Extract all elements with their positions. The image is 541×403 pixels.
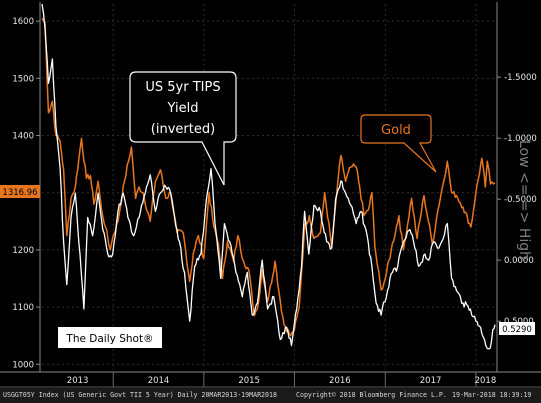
tips-callout-line-3: (inverted) (151, 122, 215, 137)
x-tick-label: 2013 (67, 376, 89, 386)
gold-last-value-badge: 1316.96 (0, 185, 40, 198)
chart-footer: USGGT05Y Index (US Generic Govt TII 5 Ye… (0, 388, 541, 403)
gold-series-line (41, 17, 496, 337)
gridlines (42, 4, 495, 370)
left-tick-label: 1200 (12, 246, 34, 256)
right-tick-label: -0.5000 (504, 195, 537, 205)
gold-callout-label: Gold (381, 123, 411, 138)
tips-callout: US 5yr TIPS Yield (inverted) (129, 71, 237, 186)
x-tick-label: 2014 (148, 376, 170, 386)
left-tick-label: 1600 (12, 17, 34, 27)
daily-shot-watermark: The Daily Shot® (58, 327, 162, 348)
tips-last-value-badge: 0.5290 (499, 322, 535, 335)
right-tick-label: -1.0000 (504, 134, 537, 144)
left-tick-label: 1000 (12, 360, 34, 370)
footer-index: USGGT05Y Index (US Generic Govt TII 5 Ye… (3, 391, 277, 399)
x-tick-label: 2015 (238, 376, 260, 386)
left-tick-label: 1100 (12, 303, 34, 313)
x-tick-label: 2018 (475, 376, 497, 386)
right-axis-label: Low <= => High (516, 140, 532, 260)
left-tick-label: 1500 (12, 74, 34, 84)
left-tick-label: 1400 (12, 132, 34, 142)
tips-last-value: 0.5290 (502, 325, 532, 335)
watermark-text: The Daily Shot® (65, 333, 153, 345)
tips-callout-line-2: Yield (167, 101, 199, 116)
tips-series-line (41, 3, 496, 350)
x-tick-label: 2017 (420, 376, 442, 386)
chart-area: 1000110012001300140015001600 -1.5000-1.0… (0, 2, 541, 388)
tips-callout-line-1: US 5yr TIPS (145, 80, 220, 95)
x-axis-ticks: 2013 2014 2015 2016 2017 2018 (67, 372, 496, 387)
x-tick-label: 2016 (329, 376, 351, 386)
series-group (41, 3, 496, 350)
right-tick-label: -1.5000 (504, 73, 537, 83)
footer-timestamp: 19-Mar-2018 18:39:19 (452, 391, 532, 399)
gold-last-value: 1316.96 (2, 188, 37, 198)
right-tick-label: 0.0000 (504, 256, 534, 266)
gold-callout: Gold (360, 114, 437, 173)
footer-copyright: Copyright© 2018 Bloomberg Finance L.P. (296, 391, 447, 399)
